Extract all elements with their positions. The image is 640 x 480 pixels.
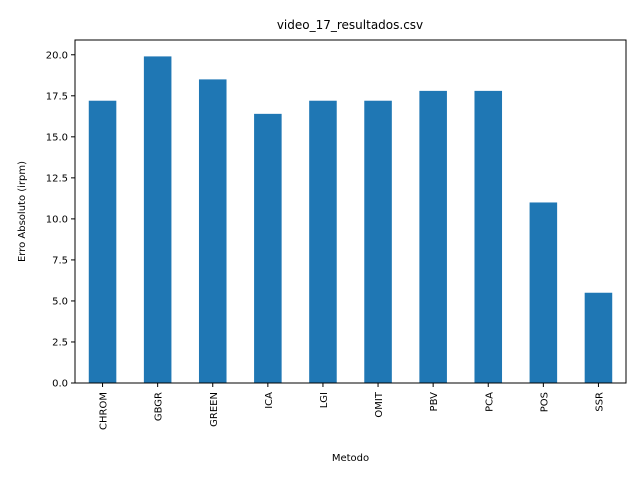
bars-group [88, 56, 613, 383]
chart-title: video_17_resultados.csv [277, 18, 423, 32]
y-tick-label: 15.0 [46, 132, 68, 143]
bar-pos [529, 202, 558, 383]
x-tick-label-pos: POS [539, 392, 550, 412]
plot-area-frame [74, 39, 627, 384]
x-axis-ticks: CHROM GBGR GREEN ICA LGI OMIT PBV PCA POS SSR [99, 383, 605, 430]
y-tick-label: 5.0 [52, 296, 68, 307]
x-tick-label-green: GREEN [209, 392, 220, 427]
bar-lgi [309, 100, 337, 383]
x-tick-label-ica: ICA [264, 392, 275, 409]
x-tick-label-gbgr: GBGR [154, 392, 165, 421]
y-tick-label: 0.0 [52, 379, 68, 390]
bar-pca [474, 90, 503, 383]
x-axis-title: Metodo [332, 453, 369, 464]
x-tick-label-chrom: CHROM [99, 392, 110, 430]
bar-green [198, 79, 227, 383]
y-tick-label: 2.5 [52, 337, 68, 348]
x-tick-label-ssr: SSR [594, 392, 605, 412]
y-tick-label: 10.0 [46, 214, 68, 225]
y-tick-label: 20.0 [46, 50, 68, 61]
bar-omit [364, 100, 392, 383]
x-tick-label-pca: PCA [484, 392, 495, 412]
x-tick-label-pbv: PBV [429, 392, 440, 412]
y-tick-label: 12.5 [46, 173, 68, 184]
y-axis-ticks: 0.0 2.5 5.0 7.5 10.0 12.5 15.0 17.5 20.0 [46, 50, 75, 390]
bar-ica [254, 113, 282, 383]
bar-chrom [88, 100, 117, 383]
bar-pbv [419, 90, 447, 383]
x-tick-label-lgi: LGI [319, 392, 330, 408]
y-tick-label: 7.5 [52, 255, 68, 266]
y-tick-label: 17.5 [46, 91, 68, 102]
bar-ssr [584, 292, 613, 383]
y-axis-title: Erro Absoluto (irpm) [17, 161, 28, 262]
x-tick-label-omit: OMIT [374, 391, 385, 417]
bar-gbgr [143, 56, 172, 383]
